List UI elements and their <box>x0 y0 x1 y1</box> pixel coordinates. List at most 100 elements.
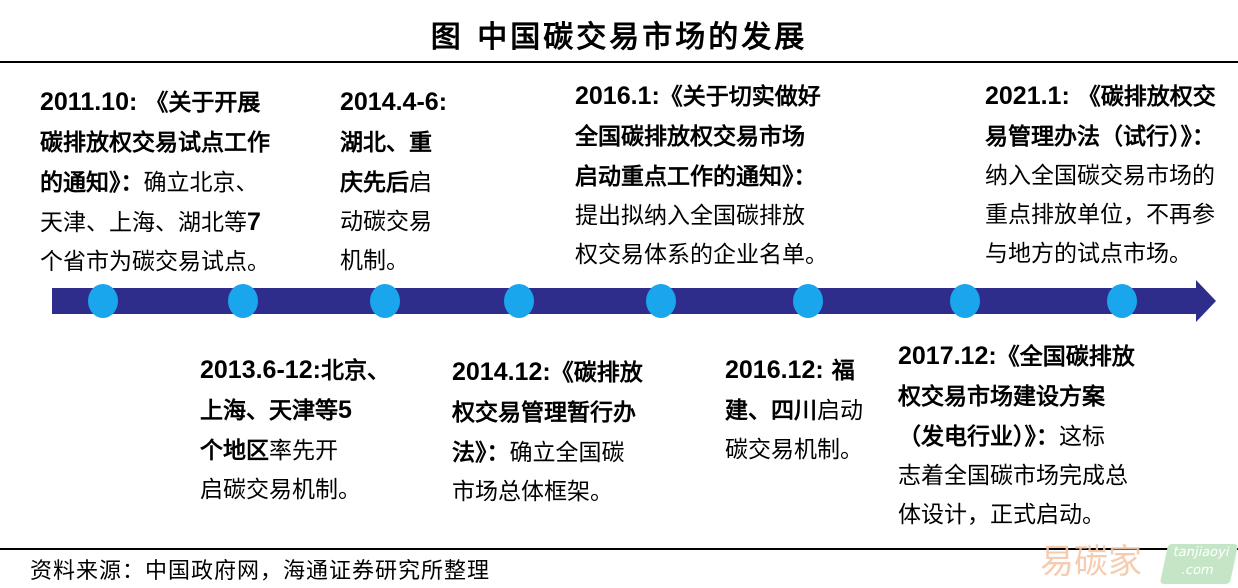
event-text: 权交易体系的企业名单。 <box>575 242 828 268</box>
event-line: 碳排放权交易试点工作 <box>40 123 270 163</box>
event-line: 志着全国碳市场完成总 <box>898 457 1135 496</box>
event-line: 2014.12:《碳排放 <box>452 353 643 393</box>
event-line: 2011.10: 《关于开展 <box>40 83 270 123</box>
event-line: 2021.1: 《碳排放权交 <box>985 77 1216 117</box>
timeline-dot <box>228 284 258 318</box>
event-text: 易管理办法（试行）》： <box>985 123 1215 150</box>
event-date: 2011.10: <box>40 88 138 116</box>
event-line: 启动重点工作的通知》： <box>575 157 828 197</box>
event-date: 2016.12: <box>725 356 824 384</box>
event-text: 《关于开展 <box>137 89 261 116</box>
event-text: 个省市为碳交易试点。 <box>40 249 270 275</box>
event-text: 机制。 <box>340 248 409 274</box>
event-text: 庆先后 <box>340 169 409 196</box>
event-bottom-text: 2016.12: 福建、四川启动 碳交易机制。 <box>725 351 863 470</box>
event-text: 权交易管理暂行办 <box>452 399 636 426</box>
event-line: 2014.4-6: <box>340 83 447 123</box>
event-text: 个地区 <box>200 437 269 464</box>
event-line: 法》：确立全国碳 <box>452 433 643 473</box>
event-line: （发电行业）》：这标 <box>898 417 1135 457</box>
event-line: 碳交易机制。 <box>725 431 863 470</box>
timeline-dot <box>1107 284 1137 318</box>
event-text: 全国碳排放权交易市场 <box>575 123 805 150</box>
event-line: 2016.1:《关于切实做好 <box>575 77 828 117</box>
source-note: 资料来源：中国政府网，海通证券研究所整理 <box>30 559 491 584</box>
event-line: 个省市为碳交易试点。 <box>40 243 270 282</box>
watermark-logo: 易碳家 <box>1040 542 1142 582</box>
title-divider <box>0 61 1238 63</box>
event-line: 2013.6-12:北京、 <box>200 351 390 391</box>
event-text: 权交易市场建设方案 <box>898 383 1105 410</box>
timeline-dot <box>88 284 118 318</box>
event-text: 确立全国碳 <box>509 440 625 466</box>
event-line: 全国碳排放权交易市场 <box>575 117 828 157</box>
event-date: 5 <box>338 396 352 424</box>
event-date: 2014.12: <box>452 358 551 386</box>
timeline-arrow-shaft <box>52 288 1202 314</box>
event-text: 启 <box>409 170 432 196</box>
event-line: 重点排放单位，不再参 <box>985 196 1216 235</box>
event-text: 纳入全国碳交易市场的 <box>985 163 1215 189</box>
event-text: 启碳交易机制。 <box>200 477 361 503</box>
event-text: 市场总体框架。 <box>452 479 613 505</box>
event-text: 北京、 <box>320 357 390 384</box>
event-text: 碳排放权交易试点工作 <box>40 129 270 156</box>
source-divider <box>0 548 1238 550</box>
event-text: 《全国碳排放 <box>996 343 1135 370</box>
event-text: 提出拟纳入全国碳排放 <box>575 203 805 229</box>
event-line: 建、四川启动 <box>725 391 863 431</box>
event-line: 动碳交易 <box>340 203 447 242</box>
watermark-tld: .com <box>1180 563 1216 578</box>
event-line: 权交易管理暂行办 <box>452 393 643 433</box>
event-line: 个地区率先开 <box>200 431 390 471</box>
timeline-dot <box>793 284 823 318</box>
event-text: 启动 <box>817 398 863 424</box>
event-text: 确立北京、 <box>143 170 259 196</box>
event-bottom-text: 2013.6-12:北京、 上海、天津等5 个地区率先开 启碳交易机制。 <box>200 351 390 510</box>
event-date: 2013.6-12: <box>200 356 321 384</box>
event-top-text: 2021.1: 《碳排放权交易管理办法（试行）》： 纳入全国碳交易市场的 重点排放单… <box>985 77 1216 274</box>
event-line: 天津、上海、湖北等7 <box>40 203 270 243</box>
event-text: 重点排放单位，不再参 <box>985 202 1215 228</box>
event-line: 机制。 <box>340 242 447 281</box>
event-line: 市场总体框架。 <box>452 473 643 512</box>
event-bottom-text: 2014.12:《碳排放权交易管理暂行办法》：确立全国碳市场总体框架。 <box>452 353 643 512</box>
timeline-dot <box>504 284 534 318</box>
timeline-dot <box>370 284 400 318</box>
event-line: 权交易体系的企业名单。 <box>575 236 828 275</box>
event-top-text: 2016.1:《关于切实做好全国碳排放权交易市场 启动重点工作的通知》： 提出拟纳入… <box>575 77 828 275</box>
timeline-dot <box>646 284 676 318</box>
event-text: 《关于切实做好 <box>659 83 821 110</box>
event-text: 启动重点工作的通知》： <box>575 163 817 190</box>
event-bottom-text: 2017.12:《全国碳排放权交易市场建设方案 （发电行业）》：这标志着全国碳市场… <box>898 337 1135 535</box>
event-line: 启碳交易机制。 <box>200 471 390 510</box>
event-top-text: 2014.4-6: 湖北、重庆先后启动碳交易机制。 <box>340 83 447 281</box>
event-top-text: 2011.10: 《关于开展碳排放权交易试点工作 的通知》：确立北京、天津、上海、… <box>40 83 270 282</box>
event-line: 权交易市场建设方案 <box>898 377 1135 417</box>
event-text: 的通知》： <box>40 169 144 196</box>
event-line: 体设计，正式启动。 <box>898 496 1135 535</box>
watermark-badge: tanjiaoyi .com <box>1159 544 1238 584</box>
event-line: 上海、天津等5 <box>200 391 390 431</box>
figure-title: 图 中国碳交易市场的发展 <box>430 20 808 55</box>
event-line: 易管理办法（试行）》： <box>985 117 1216 157</box>
event-text: 体设计，正式启动。 <box>898 502 1105 528</box>
event-date: 2021.1: <box>985 82 1070 110</box>
event-line: 与地方的试点市场。 <box>985 235 1216 274</box>
event-text: 志着全国碳市场完成总 <box>898 463 1128 489</box>
event-text: 湖北、重 <box>340 129 432 156</box>
event-date: 2016.1: <box>575 82 660 110</box>
event-text: 《碳排放权交 <box>1069 83 1216 110</box>
event-line: 2016.12: 福 <box>725 351 863 391</box>
event-text: 福 <box>823 357 855 384</box>
event-text: 与地方的试点市场。 <box>985 241 1192 267</box>
event-date: 2017.12: <box>898 342 997 370</box>
event-text: 上海、天津等 <box>200 397 338 424</box>
watermark-domain: tanjiaoyi <box>1171 545 1231 560</box>
timeline-dot <box>950 284 980 318</box>
event-text: 天津、上海、湖北等 <box>40 210 247 236</box>
event-text: 建、四川 <box>725 397 817 424</box>
event-text: 碳交易机制。 <box>725 437 863 463</box>
event-line: 提出拟纳入全国碳排放 <box>575 197 828 236</box>
